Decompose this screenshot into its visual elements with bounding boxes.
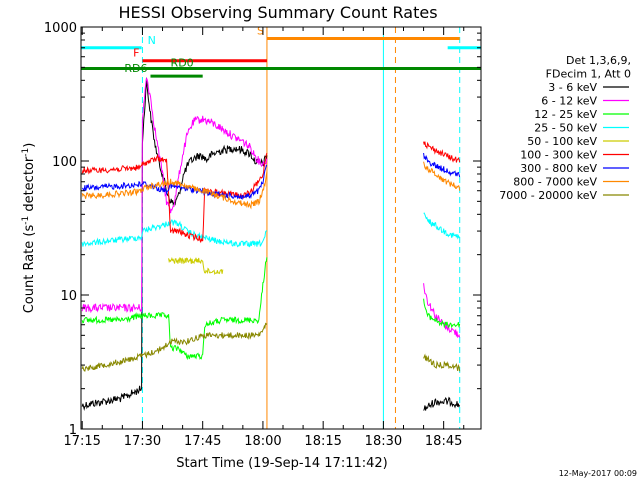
legend-entry-label: 50 - 100 keV xyxy=(527,135,597,148)
x-tick-label: 17:30 xyxy=(124,434,161,449)
status-bar-label: N xyxy=(148,34,156,47)
footer-date: 12-May-2017 00:09 xyxy=(559,469,637,478)
x-tick-label: 18:30 xyxy=(365,434,402,449)
y-axis-label-part: ) xyxy=(22,143,37,148)
y-tick-label: 100 xyxy=(52,155,77,170)
x-tick-label: 18:45 xyxy=(425,434,462,449)
series-line xyxy=(81,322,268,372)
chart-title: HESSI Observing Summary Count Rates xyxy=(118,3,437,22)
y-axis-label: Count Rate (s-1 detector-1) xyxy=(21,143,37,314)
y-axis-label-part: detector xyxy=(22,156,37,216)
series-line-tail xyxy=(423,141,461,163)
series-line xyxy=(81,257,268,361)
series-line-tail xyxy=(423,353,461,372)
y-tick-label: 1 xyxy=(69,423,77,438)
x-tick-label: 18:15 xyxy=(304,434,341,449)
status-bar-label: S xyxy=(257,25,264,38)
series-line xyxy=(81,219,267,248)
y-tick-label: 10 xyxy=(60,289,77,304)
series-line-tail xyxy=(423,161,461,191)
series-line xyxy=(81,171,268,210)
y-axis-label-sup: -1 xyxy=(21,148,31,157)
y-axis-label-sup: -1 xyxy=(21,216,31,225)
series-line-tail xyxy=(423,212,461,240)
legend-entry-label: 7000 - 20000 keV xyxy=(499,189,597,202)
series-line-tail xyxy=(423,283,461,339)
x-tick-label: 18:00 xyxy=(244,434,281,449)
series-line xyxy=(81,77,268,314)
x-axis-label: Start Time (19-Sep-14 17:11:42) xyxy=(176,456,387,471)
legend-entry-label: 6 - 12 keV xyxy=(541,95,597,108)
legend-entry-label: 12 - 25 keV xyxy=(534,108,597,121)
legend-entry-label: 100 - 300 keV xyxy=(520,149,597,162)
series-line-tail xyxy=(423,298,461,329)
series-line xyxy=(82,164,268,200)
plot-area: N S F RD0 RD6 xyxy=(81,25,481,429)
status-bar-label: RD6 xyxy=(124,62,147,75)
axes: 17:15 17:30 17:45 18:00 18:15 18:30 18:45 1 10 10… xyxy=(44,21,482,449)
plot-frame xyxy=(80,26,482,430)
legend-entry-label: 25 - 50 keV xyxy=(534,122,597,135)
status-bar-label: F xyxy=(133,47,139,60)
x-tick-label: 17:15 xyxy=(63,434,100,449)
legend-entry-label: 3 - 6 keV xyxy=(548,81,597,94)
y-axis-label-part: Count Rate (s xyxy=(22,225,37,314)
series-line-tail xyxy=(423,396,461,411)
status-bar-label: RD0 xyxy=(171,57,194,70)
legend-entry-label: 800 - 7000 keV xyxy=(513,176,597,189)
legend-header: FDecim 1, Att 0 xyxy=(546,68,631,81)
x-tick-label: 17:45 xyxy=(184,434,221,449)
series-line-tail xyxy=(423,152,461,178)
series-line xyxy=(168,256,224,275)
legend-header: Det 1,3,6,9, xyxy=(566,54,631,67)
legend-entry-label: 300 - 800 keV xyxy=(520,162,597,175)
y-tick-label: 1000 xyxy=(44,21,77,36)
